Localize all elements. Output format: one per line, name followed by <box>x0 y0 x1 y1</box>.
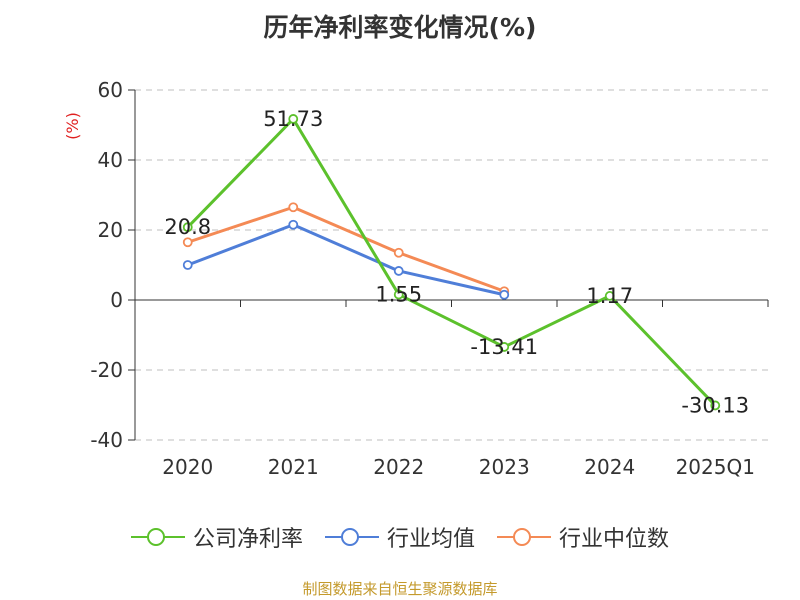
data-point-industry_median <box>288 202 299 213</box>
legend-item-industry-avg[interactable]: 行业均值 <box>324 521 475 553</box>
legend-label-company: 公司净利率 <box>192 527 303 552</box>
data-point-company <box>182 222 193 233</box>
legend-marker-industry-avg <box>324 526 379 548</box>
y-tick-label: 40 <box>98 148 123 172</box>
data-point-industry_avg <box>288 219 299 230</box>
legend-marker-industry-median <box>497 526 551 548</box>
data-point-industry_median <box>393 247 404 258</box>
data-point-industry_avg <box>499 289 510 300</box>
x-tick-label: 2023 <box>479 455 530 479</box>
series-line-industry_median <box>187 205 505 293</box>
y-tick-label: 60 <box>98 78 123 102</box>
legend-label-industry-median: 行业中位数 <box>559 527 670 552</box>
legend: 公司净利率 行业均值 行业中位数 <box>0 520 800 554</box>
data-point-industry_median <box>182 237 193 248</box>
legend-item-industry-median[interactable]: 行业中位数 <box>497 521 669 553</box>
chart-title: 历年净利率变化情况(%) <box>263 13 537 42</box>
data-label: -13.41 <box>470 335 538 359</box>
series-line-company <box>186 117 717 407</box>
data-point-company <box>604 291 615 301</box>
data-label: 20.8 <box>164 215 211 239</box>
data-label: -30.13 <box>681 393 749 417</box>
x-tick-label: 2021 <box>268 455 319 479</box>
x-tick-label: 2022 <box>373 455 424 479</box>
data-point-company <box>710 400 721 411</box>
source-note: 制图数据来自恒生聚源数据库 <box>302 580 498 598</box>
y-tick-label: -40 <box>90 428 123 452</box>
x-tick-label: 2024 <box>584 455 635 479</box>
y-tick-label: -20 <box>90 358 123 382</box>
series-line-industry_avg <box>187 223 505 297</box>
data-point-industry_avg <box>182 260 193 270</box>
y-tick-label: 0 <box>110 288 123 312</box>
data-point-company <box>393 289 404 300</box>
legend-label-industry-avg: 行业均值 <box>386 527 475 552</box>
data-point-company <box>499 342 510 352</box>
data-label: 1.17 <box>586 284 633 308</box>
legend-item-company[interactable]: 公司净利率 <box>130 521 303 553</box>
y-axis-label: (%) <box>63 112 82 140</box>
data-point-industry_avg <box>393 266 404 276</box>
x-tick-label: 2025Q1 <box>676 455 755 479</box>
x-tick-label: 2020 <box>162 455 213 479</box>
data-label: 1.55 <box>375 283 422 307</box>
data-point-company <box>288 114 299 124</box>
legend-marker-company <box>130 526 185 548</box>
y-tick-label: 20 <box>98 218 123 242</box>
data-label: 51.73 <box>263 107 323 131</box>
